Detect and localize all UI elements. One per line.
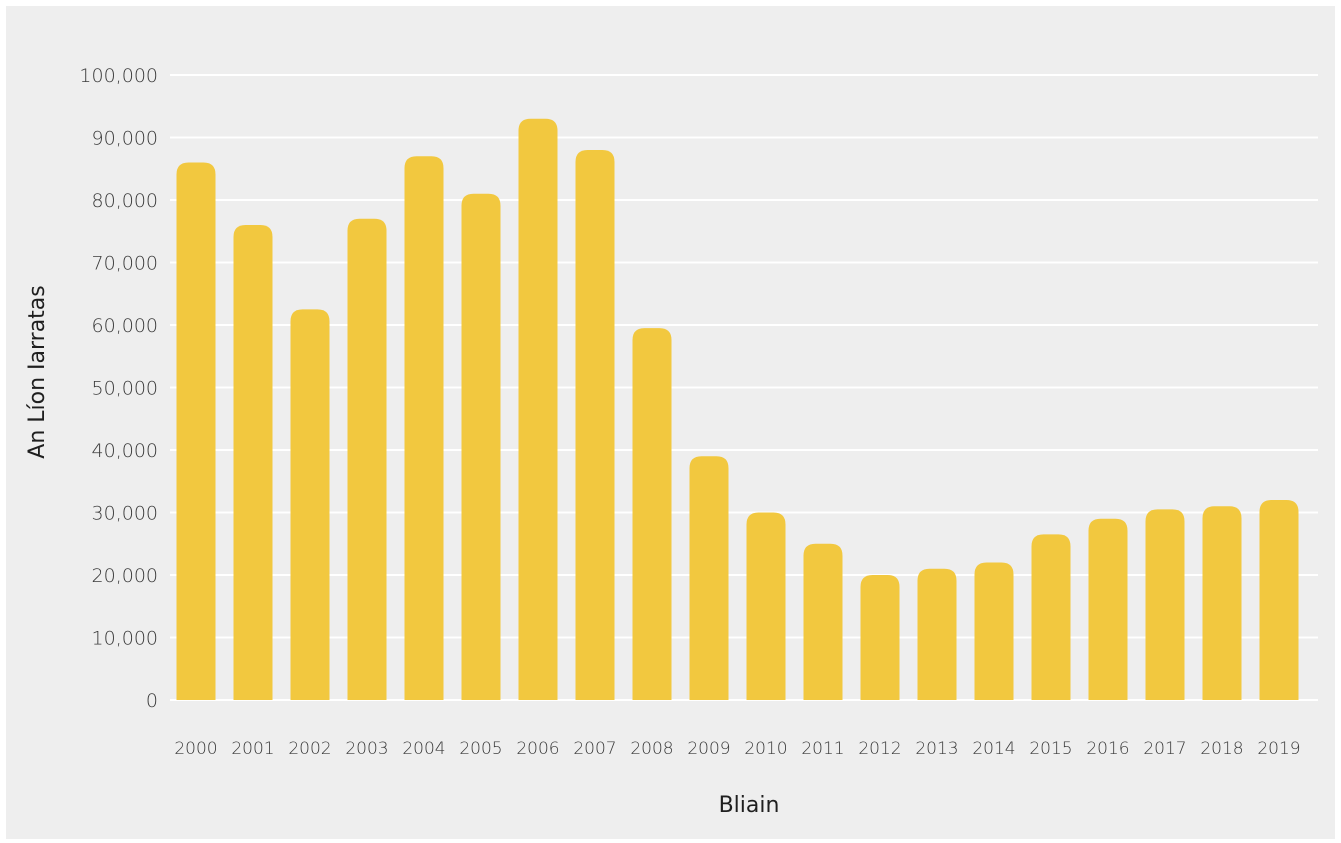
x-tick-label: 2008: [630, 739, 673, 759]
x-tick-label: 2019: [1257, 739, 1300, 759]
y-tick-label: 80,000: [92, 190, 158, 212]
bar-2001: [233, 225, 273, 700]
y-tick-label: 90,000: [92, 128, 158, 150]
y-tick-label: 20,000: [92, 565, 158, 587]
x-tick-label: 2010: [744, 739, 787, 759]
bar-2006: [518, 118, 558, 700]
y-tick-label: 10,000: [92, 628, 158, 650]
x-tick-label: 2000: [174, 739, 217, 759]
bar-2019: [1259, 500, 1299, 700]
x-tick-label: 2007: [573, 739, 616, 759]
y-tick-label: 100,000: [79, 65, 158, 87]
y-tick-label: 30,000: [92, 503, 158, 525]
bar-2016: [1088, 518, 1128, 700]
y-tick-label: 40,000: [92, 440, 158, 462]
x-tick-label: 2018: [1200, 739, 1243, 759]
x-tick-label: 2016: [1086, 739, 1129, 759]
x-tick-label: 2012: [858, 739, 901, 759]
bar-2008: [632, 328, 672, 700]
bar-2011: [803, 543, 843, 700]
y-axis-title: An Líon Iarratas: [25, 285, 50, 458]
bar-2005: [461, 193, 501, 700]
bar-2010: [746, 512, 786, 700]
bar-2004: [404, 156, 444, 700]
x-tick-label: 2001: [231, 739, 274, 759]
bar-2015: [1031, 534, 1071, 700]
bar-2018: [1202, 506, 1242, 700]
bar-2002: [290, 309, 330, 700]
x-tick-label: 2004: [402, 739, 445, 759]
bar-2017: [1145, 509, 1185, 700]
y-tick-label: 0: [146, 690, 158, 712]
y-tick-label: 50,000: [92, 378, 158, 400]
x-tick-label: 2003: [345, 739, 388, 759]
x-tick-label: 2013: [915, 739, 958, 759]
x-tick-label: 2002: [288, 739, 331, 759]
x-tick-label: 2005: [459, 739, 502, 759]
bars: [176, 118, 1299, 700]
bar-2014: [974, 562, 1014, 700]
y-axis-ticks: 0 10,000 20,000 30,000 40,000 50,000 60,000 70,…: [79, 65, 158, 712]
x-tick-label: 2009: [687, 739, 730, 759]
y-tick-label: 60,000: [92, 315, 158, 337]
bar-2007: [575, 150, 615, 700]
x-tick-label: 2015: [1029, 739, 1072, 759]
x-axis-ticks: 2000 2001 2002 2003 2004 2005 2006 2007 2008 2009…: [174, 739, 1300, 759]
bar-2003: [347, 218, 387, 700]
bar-2013: [917, 568, 957, 700]
y-tick-label: 70,000: [92, 253, 158, 275]
x-tick-label: 2011: [801, 739, 844, 759]
x-tick-label: 2014: [972, 739, 1015, 759]
x-tick-label: 2006: [516, 739, 559, 759]
bar-2012: [860, 575, 900, 700]
x-axis-title: Bliain: [719, 793, 780, 818]
bar-2009: [689, 456, 729, 700]
bar-2000: [176, 162, 216, 700]
x-tick-label: 2017: [1143, 739, 1186, 759]
